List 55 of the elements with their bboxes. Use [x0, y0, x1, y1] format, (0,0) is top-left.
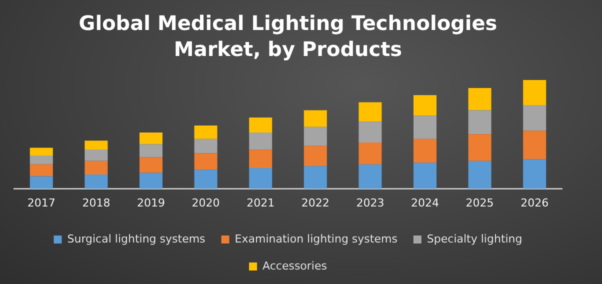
bar [139, 144, 163, 158]
x-tick-label: 2017 [27, 196, 56, 210]
bar [30, 164, 53, 176]
bar [468, 134, 492, 161]
bar [358, 122, 382, 142]
bar [358, 102, 382, 122]
legend-label: Accessories [262, 259, 328, 272]
bar [30, 148, 53, 156]
bar [304, 166, 327, 189]
bar [84, 174, 108, 189]
bar [84, 160, 108, 175]
legend-label: Surgical lighting systems [67, 232, 206, 246]
bar [194, 125, 218, 139]
bar [358, 142, 382, 164]
bar [139, 172, 163, 189]
x-tick-label: 2024 [411, 196, 439, 210]
x-tick-label: 2019 [137, 196, 165, 210]
x-tick-label: 2023 [356, 196, 384, 210]
bar [30, 176, 53, 189]
bar [84, 140, 108, 150]
legend-label: Examination lighting systems [234, 232, 398, 246]
bar [304, 126, 327, 146]
bar [249, 168, 272, 189]
bar [523, 80, 546, 106]
x-tick-label: 2022 [301, 196, 330, 210]
bar [30, 156, 53, 164]
bar [413, 116, 437, 139]
bar [139, 157, 163, 173]
bar [304, 146, 327, 166]
bar [413, 162, 437, 189]
bar [249, 118, 272, 132]
x-tick-label: 2021 [246, 196, 275, 210]
bar [468, 160, 492, 189]
x-tick-label: 2026 [520, 196, 549, 210]
bar [413, 138, 437, 163]
chart-title: Global Medical Lighting Technologies Market, by Products [78, 11, 498, 62]
bar [523, 159, 546, 189]
x-tick-label: 2018 [82, 196, 110, 210]
legend-label: Specialty lighting [426, 232, 522, 246]
bar [249, 132, 272, 150]
bar [194, 153, 218, 170]
x-tick-label: 2025 [466, 196, 494, 210]
bar [468, 88, 492, 110]
bar [194, 138, 218, 154]
x-tick-label: 2020 [192, 196, 220, 210]
bar [468, 110, 492, 134]
bar [358, 164, 382, 189]
bar [84, 150, 108, 161]
bar [523, 105, 546, 131]
bar [249, 150, 272, 168]
bar [194, 170, 218, 189]
bar [304, 110, 327, 127]
bar [413, 95, 437, 116]
bar [139, 132, 163, 144]
bar [523, 130, 546, 160]
